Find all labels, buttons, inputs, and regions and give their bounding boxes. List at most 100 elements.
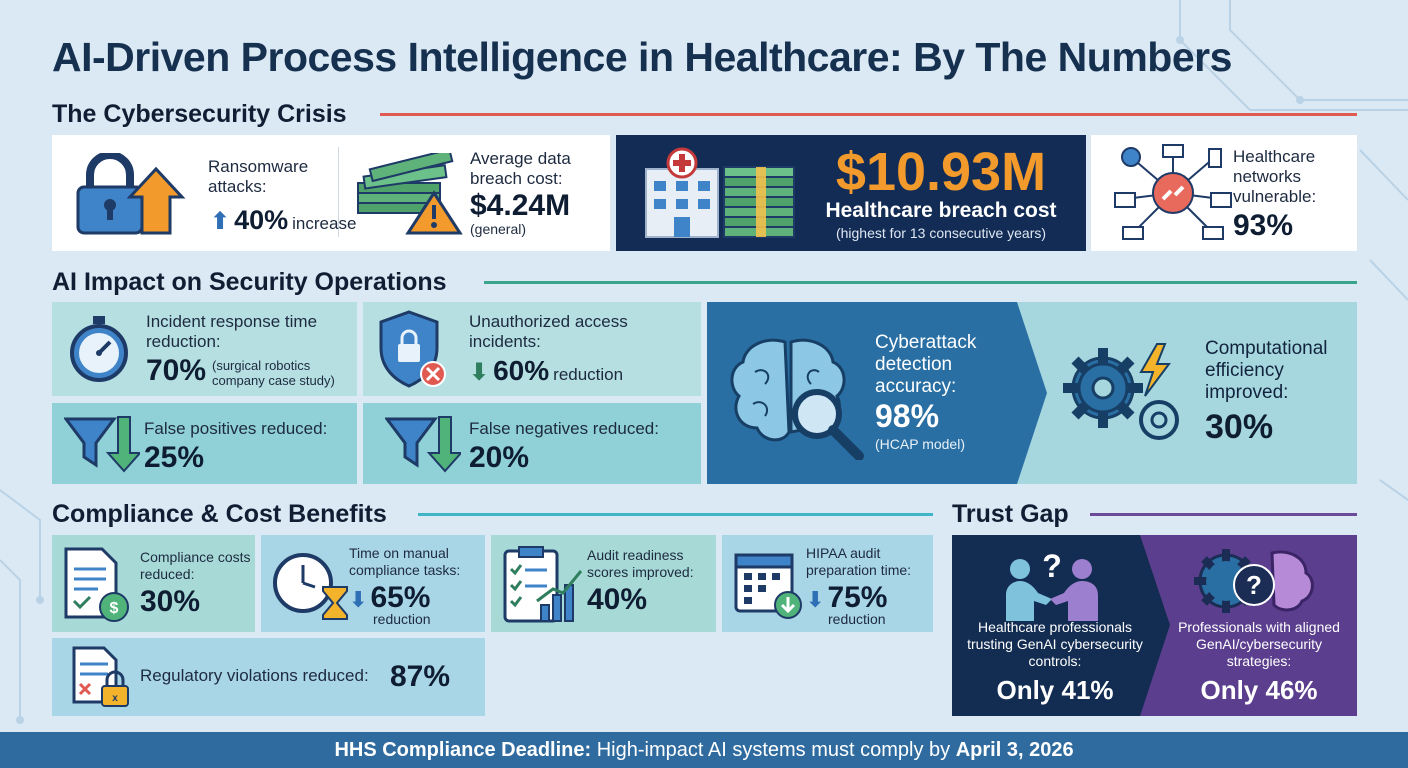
hipaa-stat: ⬇ 75%: [806, 581, 887, 615]
document-lock-icon: x: [72, 646, 129, 707]
hospital-money-icon: [645, 147, 795, 238]
stopwatch-icon: [70, 316, 128, 382]
unauthorized-access-card: Unauthorized access incidents: ⬇ 60% red…: [363, 302, 701, 396]
false-pos-label: False positives reduced:: [144, 419, 328, 438]
false-neg-label: False negatives reduced:: [469, 419, 659, 438]
violations-label: Regulatory violations reduced:: [140, 666, 369, 685]
hipaa-value: 75%: [827, 581, 888, 614]
detection-efficiency-panel: Cyberattack detection accuracy: 98% (HCA…: [707, 302, 1357, 484]
manual-tasks-value: 65%: [370, 581, 431, 614]
avg-breach-value: $4.24M: [470, 189, 571, 222]
svg-text:?: ?: [1042, 548, 1062, 584]
up-arrow-icon: ⬆: [210, 208, 231, 235]
trust-right-card: ? Professionals with aligned GenAI/cyber…: [1140, 535, 1357, 716]
trust-divider-shape: [1140, 535, 1170, 716]
card-divider: [338, 147, 339, 237]
ransomware-suffix: increase: [292, 214, 357, 233]
funnel-down-icon: [385, 416, 461, 473]
hipaa-label: HIPAA audit preparation time:: [806, 545, 912, 578]
section-rule-trust: [1090, 513, 1357, 516]
footer-lead: HHS Compliance Deadline:: [334, 738, 592, 761]
trust-left-card: ? Healthcare professionals trusting GenA…: [952, 535, 1143, 716]
networks-value: 93%: [1233, 209, 1294, 242]
detection-value: 98%: [875, 398, 940, 434]
incident-note: (surgical robotics company case study): [212, 358, 335, 388]
brain-magnifier-icon: [730, 338, 864, 460]
lock-arrow-up-icon: [76, 153, 186, 235]
section-rule-ai: [484, 281, 1357, 284]
manual-tasks-suffix: reduction: [373, 611, 431, 627]
incident-response-card: Incident response time reduction: 70% (s…: [52, 302, 357, 396]
handshake-question-icon: ?: [1006, 548, 1098, 621]
manual-tasks-stat: ⬇ 65%: [349, 581, 430, 615]
audit-value: 40%: [587, 583, 648, 616]
document-dollar-icon: $: [64, 547, 129, 622]
audit-readiness-card: Audit readiness scores improved: 40%: [491, 535, 716, 632]
funnel-down-icon: [64, 416, 140, 473]
svg-text:$: $: [110, 600, 119, 617]
avg-breach-label: Average data breach cost:: [470, 149, 571, 188]
detection-note: (HCAP model): [875, 436, 965, 452]
violations-card: x Regulatory violations reduced: 87%: [52, 638, 485, 716]
section-title-trust: Trust Gap: [952, 500, 1069, 528]
footer-date: April 3, 2026: [955, 738, 1074, 761]
compliance-costs-card: $ Compliance costs reduced: 30%: [52, 535, 255, 632]
money-warning-icon: [357, 153, 463, 235]
compliance-costs-label: Compliance costs reduced:: [140, 549, 251, 582]
section-title-ai: AI Impact on Security Operations: [52, 268, 447, 296]
clock-hourglass-icon: [273, 553, 348, 620]
section-title-compliance: Compliance & Cost Benefits: [52, 500, 387, 528]
trust-left-label: Healthcare professionals trusting GenAI …: [967, 619, 1143, 669]
efficiency-value: 30%: [1205, 408, 1274, 446]
down-arrow-icon: ⬇: [806, 587, 825, 612]
calendar-down-icon: [734, 553, 802, 619]
section-title-cyber: The Cybersecurity Crisis: [52, 100, 347, 128]
ransomware-value: 40%: [234, 205, 289, 235]
manual-tasks-card: Time on manual compliance tasks: ⬇ 65% r…: [261, 535, 485, 632]
hipaa-suffix: reduction: [828, 611, 886, 627]
healthcare-breach-label: Healthcare breach cost: [825, 199, 1057, 222]
gear-question-brain-icon: ?: [1194, 549, 1314, 613]
section-rule-compliance: [418, 513, 933, 516]
unauthorized-value: 60%: [493, 355, 550, 386]
unauthorized-suffix: reduction: [553, 365, 624, 384]
detection-label: Cyberattack detection accuracy:: [875, 332, 977, 397]
clipboard-chart-icon: [503, 546, 583, 623]
false-positives-card: False positives reduced: 25%: [52, 403, 357, 484]
efficiency-label: Computational efficiency improved:: [1205, 338, 1328, 403]
footer-text: High-impact AI systems must comply by: [596, 738, 951, 761]
incident-value: 70%: [146, 354, 207, 387]
ransomware-label: Ransomware attacks:: [208, 157, 309, 196]
healthcare-breach-card: $10.93M Healthcare breach cost (highest …: [616, 135, 1086, 251]
page-title: AI-Driven Process Intelligence in Health…: [52, 34, 1232, 80]
healthcare-breach-value: $10.93M: [835, 142, 1047, 202]
false-pos-value: 25%: [144, 441, 205, 474]
svg-text:?: ?: [1246, 570, 1262, 600]
unauthorized-stat: ⬇ 60% reduction: [469, 354, 623, 388]
avg-breach-note: (general): [470, 221, 527, 237]
footer-banner: HHS Compliance Deadline: High-impact AI …: [0, 732, 1408, 768]
network-broken-link-icon: [1114, 144, 1232, 240]
networks-label: Healthcare networks vulnerable:: [1233, 147, 1317, 206]
cyber-card-pair: Ransomware attacks: ⬆ 40% increase Avera…: [52, 135, 610, 251]
false-negatives-card: False negatives reduced: 20%: [363, 403, 701, 484]
trust-left-value: Only 41%: [996, 675, 1114, 705]
healthcare-breach-note: (highest for 13 consecutive years): [835, 225, 1047, 241]
manual-tasks-label: Time on manual compliance tasks:: [349, 545, 461, 578]
audit-label: Audit readiness scores improved:: [587, 547, 694, 580]
networks-card: Healthcare networks vulnerable: 93%: [1091, 135, 1357, 251]
svg-text:x: x: [112, 693, 118, 704]
compliance-costs-value: 30%: [140, 585, 201, 618]
ransomware-stat: ⬆ 40% increase: [210, 203, 356, 237]
down-arrow-icon: ⬇: [469, 359, 490, 386]
down-arrow-icon: ⬇: [349, 587, 368, 612]
gears-lightning-icon: [1063, 343, 1179, 440]
unauthorized-label: Unauthorized access incidents:: [469, 312, 628, 351]
shield-lock-icon: [379, 310, 446, 388]
false-neg-value: 20%: [469, 441, 530, 474]
incident-label: Incident response time reduction:: [146, 312, 318, 351]
trust-right-label: Professionals with aligned GenAI/cyberse…: [1178, 619, 1340, 669]
trust-right-value: Only 46%: [1200, 675, 1318, 705]
violations-value: 87%: [390, 660, 451, 693]
